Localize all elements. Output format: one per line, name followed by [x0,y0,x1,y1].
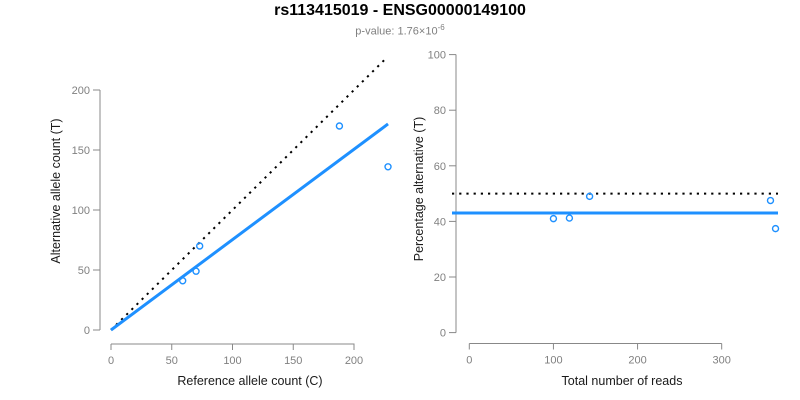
y-tick-label: 20 [434,272,446,284]
y-tick-label: 100 [428,50,446,62]
fitted-line [110,122,389,332]
x-tick-label: 200 [628,355,646,367]
plot-title: rs113415019 - ENSG00000149100 [274,2,526,19]
x-tick-label: 100 [544,355,562,367]
y-tick-label: 200 [72,85,90,97]
y-tick-label: 0 [84,325,90,337]
y-tick-label: 80 [434,105,446,117]
left-y-axis-label: Alternative allele count (T) [49,118,63,264]
x-tick-label: 300 [713,355,731,367]
p-value-text: p-value: 1.76×10 [355,25,438,38]
y-tick-label: 50 [78,265,90,277]
x-tick-label: 150 [284,355,302,367]
x-tick-label: 50 [166,355,178,367]
y-tick-label: 60 [434,161,446,173]
data-point [771,224,780,233]
data-point [384,163,392,171]
x-tick-label: 100 [223,355,241,367]
expected-1to1-line [110,58,386,331]
data-point [766,196,775,205]
x-tick-label: 0 [466,355,472,367]
data-point [335,122,344,130]
left-x-axis-label: Reference allele count (C) [177,374,323,388]
right-panel: 0 20 40 60 80 100 0 100 200 300 [428,50,780,367]
y-tick-label: 40 [434,216,446,228]
right-x-axis-label: Total number of reads [561,374,683,388]
right-y-axis-label: Percentage alternative (T) [412,116,426,262]
data-point [178,277,187,285]
data-point [549,214,558,223]
x-tick-label: 0 [108,355,114,367]
data-point [585,192,594,201]
x-tick-label: 200 [345,355,363,367]
y-tick-label: 0 [440,328,446,340]
data-point [195,242,204,250]
data-point [192,267,200,275]
y-tick-label: 150 [72,145,90,157]
y-tick-label: 100 [72,205,90,217]
left-panel: 0 50 100 150 200 0 50 100 150 200 [72,58,392,367]
p-value-exponent: -6 [437,23,445,32]
plot-subtitle: p-value: 1.76×10-6 [0,23,800,38]
data-point [565,214,574,222]
